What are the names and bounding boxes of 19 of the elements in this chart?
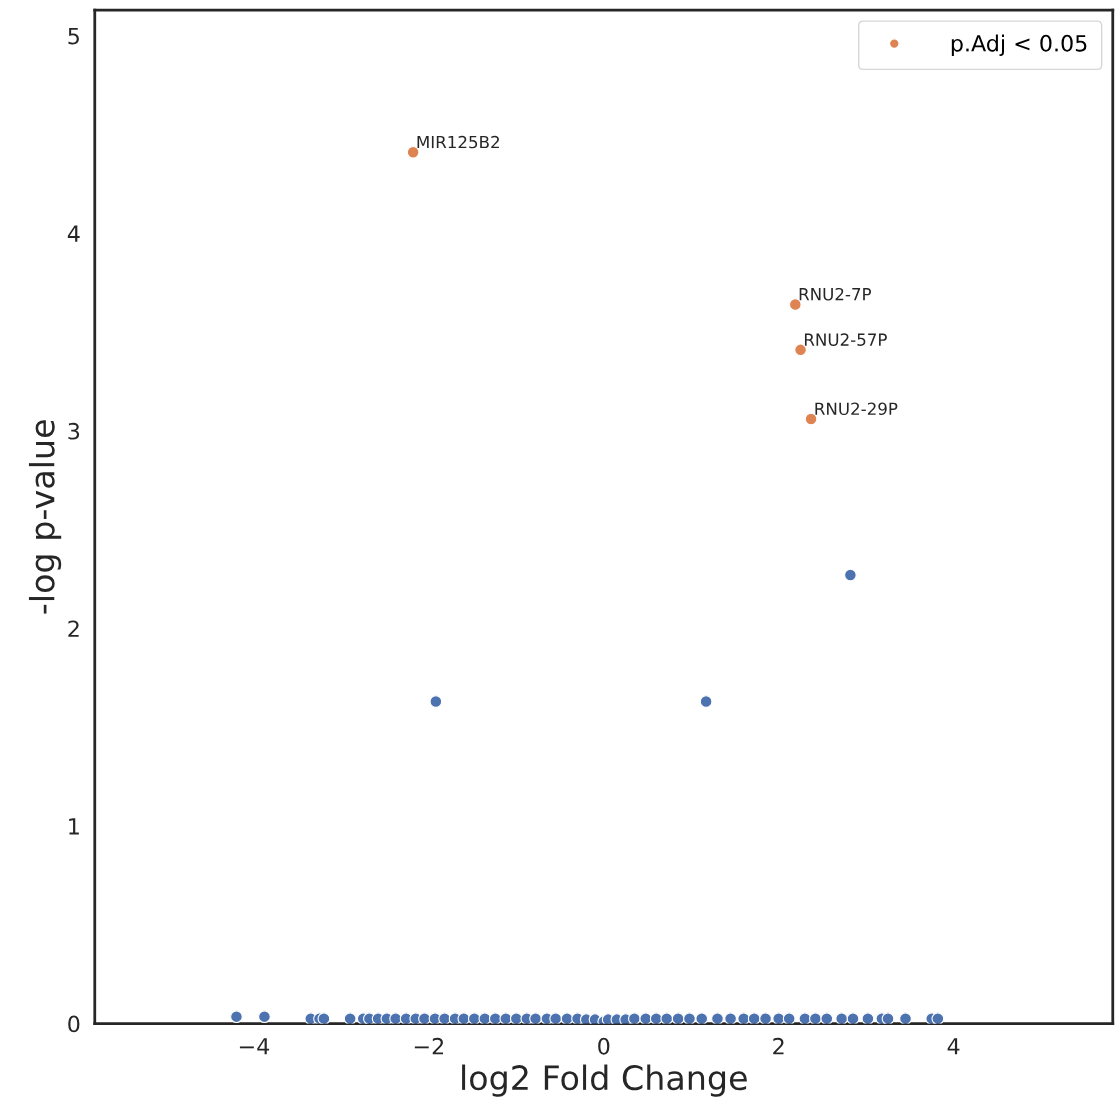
y-axis-title: -log p-value [28, 420, 62, 614]
y-tick-label: 5 [68, 27, 79, 45]
annotation: RNU2-7P [799, 287, 872, 301]
annotation: RNU2-57P [804, 333, 887, 346]
y-tick-label: 2 [68, 620, 79, 637]
x-tick-label: 4 [947, 1038, 960, 1055]
x-tick-label: 0 [598, 1037, 610, 1055]
y-tick-label: 0 [68, 1015, 80, 1033]
y-tick-label: 4 [67, 225, 80, 242]
annotation: RNU2-29P [815, 402, 898, 416]
y-tick-label: 1 [69, 818, 79, 835]
x-tick-label: −4 [239, 1038, 270, 1055]
legend-label: p.Adj < 0.05 [951, 34, 1087, 56]
x-axis-title: log2 Fold Change [462, 1064, 747, 1097]
point [794, 343, 807, 357]
x-tick-label: −2 [414, 1037, 444, 1055]
annotation: MIR125B2 [417, 135, 499, 149]
y-tick-label: 3 [68, 422, 80, 440]
x-tick-label: 2 [773, 1037, 784, 1055]
